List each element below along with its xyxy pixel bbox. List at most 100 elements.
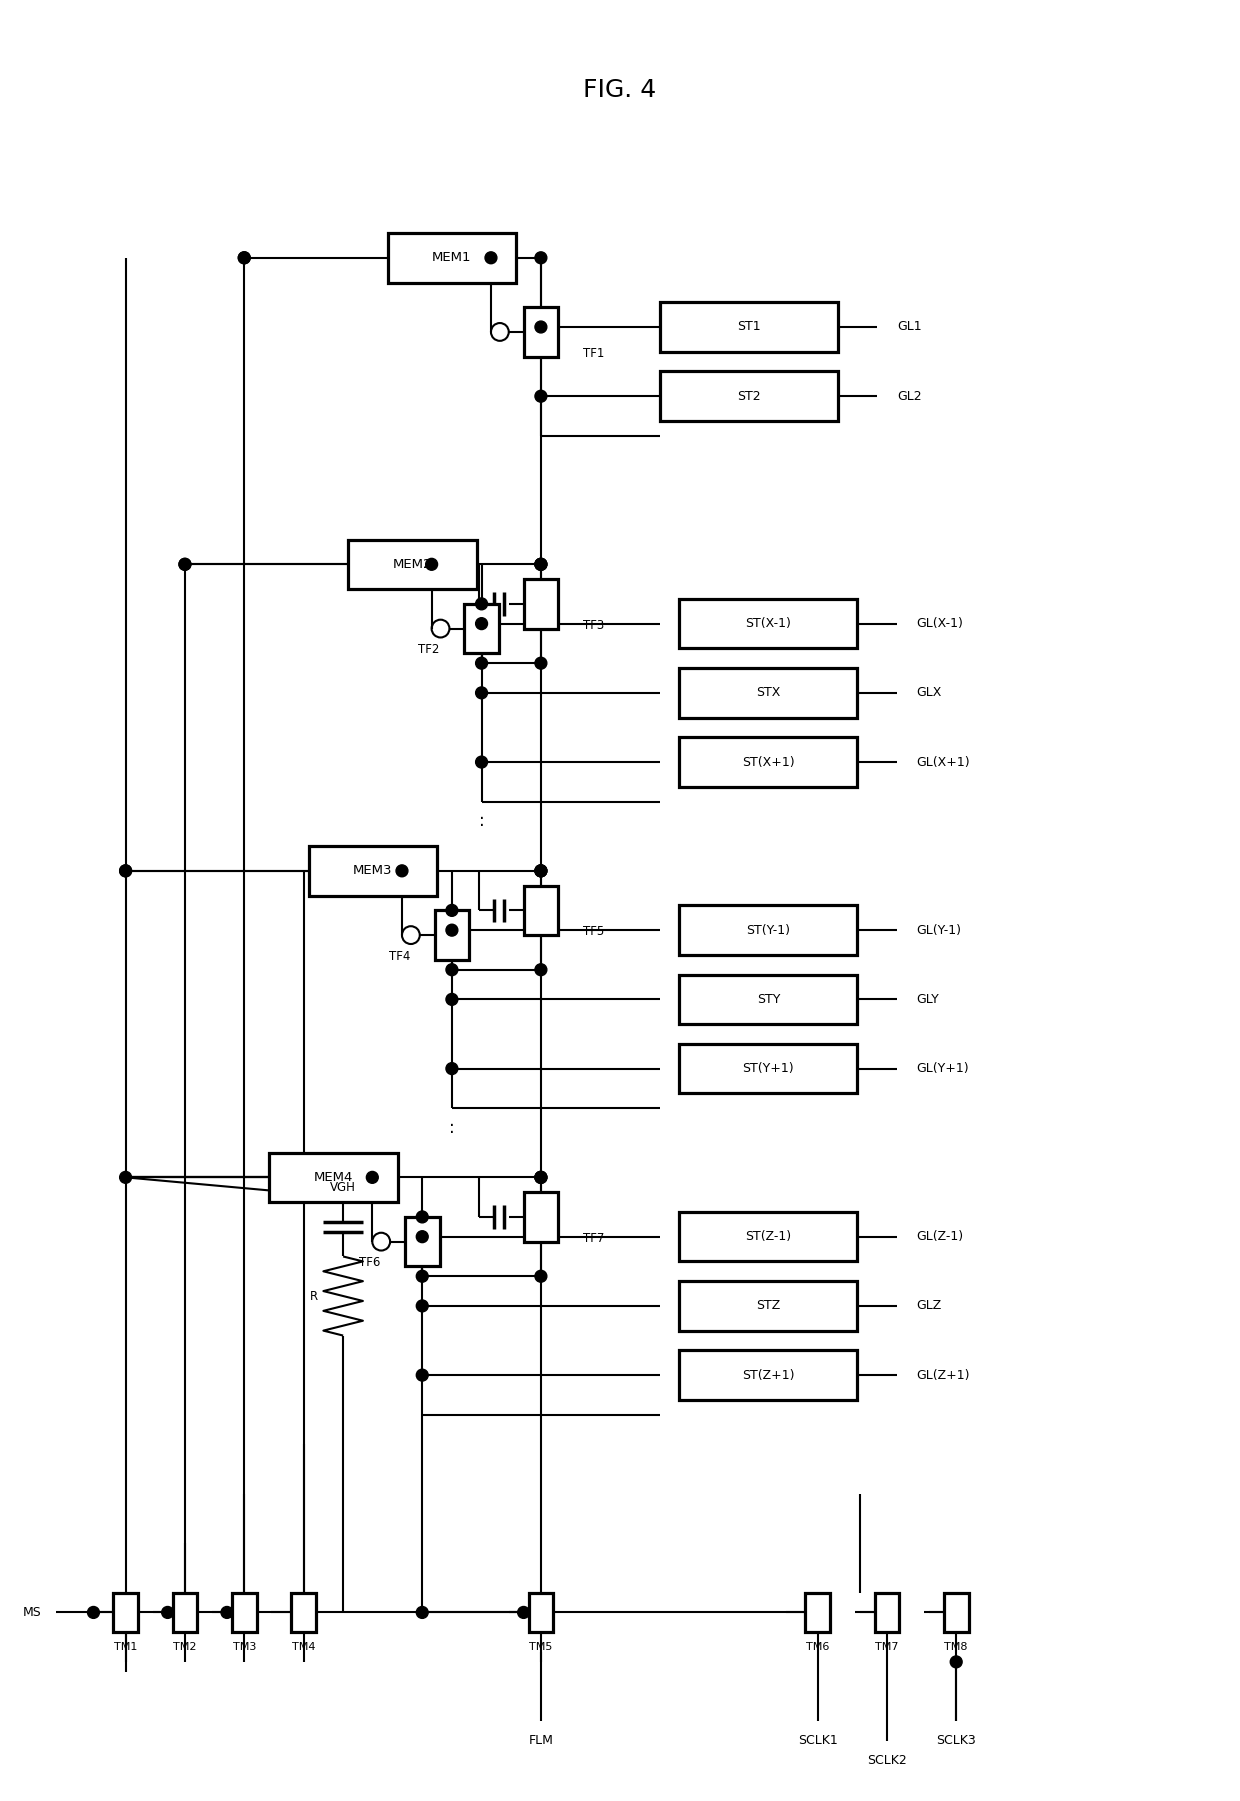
Circle shape — [446, 924, 458, 937]
Bar — [523, 1192, 558, 1241]
Bar — [806, 1592, 830, 1632]
Text: GL1: GL1 — [897, 321, 921, 333]
Text: ST(Z-1): ST(Z-1) — [745, 1230, 791, 1243]
Text: ST1: ST1 — [737, 321, 760, 333]
Circle shape — [417, 1230, 428, 1243]
Circle shape — [485, 252, 497, 263]
Bar — [523, 886, 558, 935]
Text: VGH: VGH — [330, 1181, 356, 1194]
Circle shape — [534, 558, 547, 571]
Circle shape — [417, 1369, 428, 1381]
Text: TF7: TF7 — [583, 1232, 604, 1244]
Bar — [269, 1153, 398, 1201]
Circle shape — [425, 558, 438, 571]
Bar — [944, 1592, 968, 1632]
Text: GL(Y-1): GL(Y-1) — [916, 924, 962, 937]
Text: GL(Z-1): GL(Z-1) — [916, 1230, 963, 1243]
Circle shape — [476, 686, 487, 699]
Circle shape — [88, 1606, 99, 1619]
Circle shape — [534, 864, 547, 877]
Circle shape — [476, 756, 487, 767]
Circle shape — [120, 1171, 131, 1183]
Circle shape — [120, 864, 131, 877]
Text: ST(Y-1): ST(Y-1) — [746, 924, 790, 937]
Text: TM6: TM6 — [806, 1643, 830, 1652]
Text: SCLK2: SCLK2 — [867, 1754, 906, 1767]
Bar — [388, 232, 516, 283]
Bar — [874, 1592, 899, 1632]
Circle shape — [446, 904, 458, 917]
Bar — [291, 1592, 316, 1632]
Text: TM1: TM1 — [114, 1643, 138, 1652]
Text: TF6: TF6 — [358, 1257, 381, 1270]
Circle shape — [534, 558, 547, 571]
Text: TM2: TM2 — [174, 1643, 197, 1652]
Text: MEM4: MEM4 — [314, 1171, 353, 1183]
Bar — [680, 1212, 857, 1261]
Circle shape — [238, 252, 250, 263]
Bar — [680, 1045, 857, 1093]
Bar — [680, 600, 857, 648]
Text: MEM2: MEM2 — [393, 558, 432, 571]
Text: TM3: TM3 — [233, 1643, 255, 1652]
Circle shape — [179, 558, 191, 571]
Circle shape — [534, 657, 547, 670]
Text: SCLK1: SCLK1 — [797, 1734, 838, 1747]
Text: TM4: TM4 — [291, 1643, 315, 1652]
Text: GLX: GLX — [916, 686, 942, 699]
Bar — [528, 1592, 553, 1632]
Text: :: : — [449, 1118, 455, 1136]
Text: ST(Y+1): ST(Y+1) — [743, 1063, 794, 1075]
Text: :: : — [479, 812, 485, 830]
Circle shape — [221, 1606, 233, 1619]
Text: :: : — [419, 1425, 425, 1443]
Text: FIG. 4: FIG. 4 — [583, 77, 657, 101]
Circle shape — [534, 558, 547, 571]
Text: SCLK3: SCLK3 — [936, 1734, 976, 1747]
Circle shape — [417, 1300, 428, 1311]
Text: GLZ: GLZ — [916, 1299, 942, 1313]
Text: TF3: TF3 — [583, 620, 604, 632]
Bar — [113, 1592, 138, 1632]
Circle shape — [476, 618, 487, 630]
Circle shape — [534, 252, 547, 263]
Circle shape — [534, 1171, 547, 1183]
Text: GL(X-1): GL(X-1) — [916, 618, 963, 630]
Text: TF5: TF5 — [583, 926, 604, 938]
Circle shape — [534, 1171, 547, 1183]
Circle shape — [179, 558, 191, 571]
Bar — [348, 540, 476, 589]
Bar — [434, 910, 469, 960]
Text: ST(X-1): ST(X-1) — [745, 618, 791, 630]
Text: GL2: GL2 — [897, 389, 921, 403]
Bar — [405, 1217, 439, 1266]
Text: MEM3: MEM3 — [353, 864, 393, 877]
Circle shape — [534, 1270, 547, 1282]
Text: TM7: TM7 — [875, 1643, 899, 1652]
Circle shape — [446, 964, 458, 976]
Circle shape — [120, 864, 131, 877]
Text: GL(X+1): GL(X+1) — [916, 756, 970, 769]
Text: ST(Z+1): ST(Z+1) — [742, 1369, 795, 1381]
Text: TF1: TF1 — [583, 348, 604, 360]
Text: TM5: TM5 — [529, 1643, 553, 1652]
Text: TF2: TF2 — [418, 643, 439, 656]
Circle shape — [534, 964, 547, 976]
Circle shape — [446, 994, 458, 1005]
Bar — [523, 308, 558, 357]
Circle shape — [396, 864, 408, 877]
Circle shape — [534, 864, 547, 877]
Bar — [523, 580, 558, 629]
Bar — [680, 1351, 857, 1399]
Text: ST2: ST2 — [737, 389, 760, 403]
Circle shape — [476, 657, 487, 670]
Text: GL(Z+1): GL(Z+1) — [916, 1369, 970, 1381]
Circle shape — [534, 321, 547, 333]
Text: ST(X+1): ST(X+1) — [742, 756, 795, 769]
Bar — [172, 1592, 197, 1632]
Text: GLY: GLY — [916, 992, 940, 1007]
Circle shape — [417, 1606, 428, 1619]
Text: MEM1: MEM1 — [433, 252, 471, 265]
Circle shape — [238, 252, 250, 263]
Text: STX: STX — [756, 686, 780, 699]
